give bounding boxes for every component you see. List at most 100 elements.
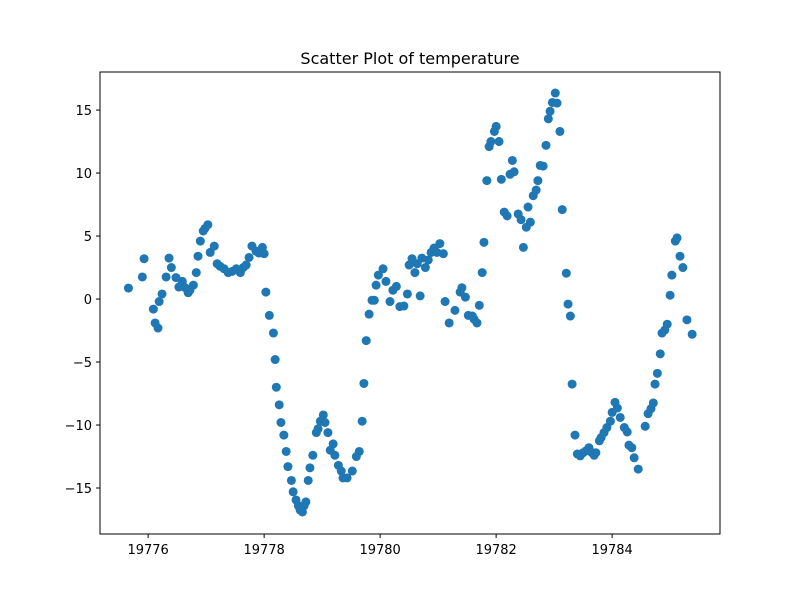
point [361,336,371,346]
point [667,270,677,280]
point [154,297,164,307]
y-tick-label: 5 [84,230,92,245]
point [494,137,504,147]
point [148,304,158,314]
point [615,412,625,422]
point [612,403,622,413]
point [244,252,254,262]
point [555,126,565,136]
point [402,289,412,299]
point [364,309,374,319]
point [525,217,535,227]
point [472,318,482,328]
point [357,416,367,426]
point [268,328,278,338]
point [477,268,487,278]
point [153,323,163,333]
point [486,137,496,147]
point [336,466,346,476]
point [415,291,425,301]
y-tick-label: 10 [75,167,92,182]
point [373,270,383,280]
x-tick-label: 19782 [475,543,516,558]
point [450,305,460,315]
point [279,430,289,440]
y-tick-label: 15 [75,104,92,119]
point [496,174,506,184]
point [633,464,643,474]
point [423,255,433,265]
point [283,462,293,472]
point [385,297,395,307]
point [460,292,470,302]
y-tick-label: −15 [65,482,92,497]
y-tick-label: −5 [73,356,92,371]
point [474,300,484,310]
point [591,448,601,458]
point [359,378,369,388]
point [123,283,133,293]
point [563,299,573,309]
x-tick-label: 19780 [359,543,400,558]
point [342,473,352,483]
point [410,268,420,278]
x-tick-label: 19778 [243,543,284,558]
x-tick-label: 19784 [591,543,632,558]
point [650,379,660,389]
point [565,311,575,321]
point [308,450,318,460]
point [516,215,526,225]
point [438,249,448,259]
chart-title: Scatter Plot of temperature [300,49,519,68]
point [687,329,697,339]
point [420,263,430,273]
point [203,220,213,230]
point [518,242,528,252]
point [381,276,391,286]
point [318,410,328,420]
point [479,237,489,247]
point [378,264,388,274]
point [509,167,519,177]
y-tick-label: 0 [84,293,92,308]
point [259,249,269,259]
point [161,272,171,282]
point [570,430,580,440]
point [371,280,381,290]
point [629,453,639,463]
point [305,463,315,473]
point [550,88,560,98]
point [288,487,298,497]
point [545,106,555,116]
point [330,450,340,460]
point [672,233,682,243]
point [440,297,450,307]
point [648,398,658,408]
point [137,272,147,282]
point [682,315,692,325]
point [502,211,512,221]
point [166,263,176,273]
point [561,268,571,278]
point [286,475,296,485]
point [557,205,567,215]
point [241,260,251,270]
point [457,283,467,293]
x-tick-label: 19776 [127,543,168,558]
point [552,98,562,108]
point [507,155,517,165]
point [320,418,330,428]
point [157,289,167,299]
point [139,254,149,264]
point [533,176,543,186]
point [193,251,203,261]
point [627,443,637,453]
point [188,280,198,290]
point [264,310,274,320]
point [652,368,662,378]
point [655,349,665,359]
point [662,319,672,329]
point [435,239,445,249]
